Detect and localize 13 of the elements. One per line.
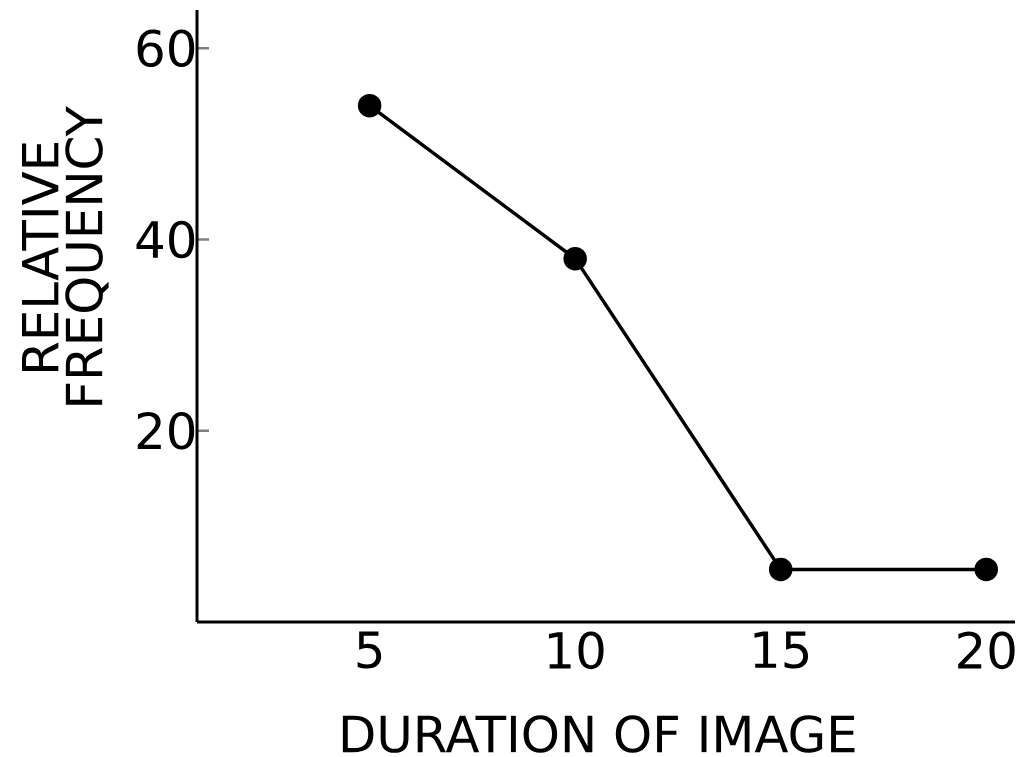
x-axis-title: DURATION OF IMAGE bbox=[342, 715, 855, 753]
y-tick-label: 60 bbox=[137, 29, 195, 68]
x-tick-label: 5 bbox=[357, 631, 382, 669]
point bbox=[563, 246, 587, 271]
point bbox=[768, 557, 793, 582]
point bbox=[357, 93, 382, 118]
y-axis-title: RELATIVE FREQUENCY bbox=[22, 105, 109, 405]
y-tick-label: 20 bbox=[137, 411, 195, 450]
x-tick-label: 20 bbox=[958, 631, 1015, 670]
x-tick-label: 10 bbox=[548, 631, 604, 670]
point bbox=[974, 557, 998, 582]
y-tick-label: 40 bbox=[136, 220, 195, 259]
x-tick-label: 15 bbox=[754, 631, 809, 669]
